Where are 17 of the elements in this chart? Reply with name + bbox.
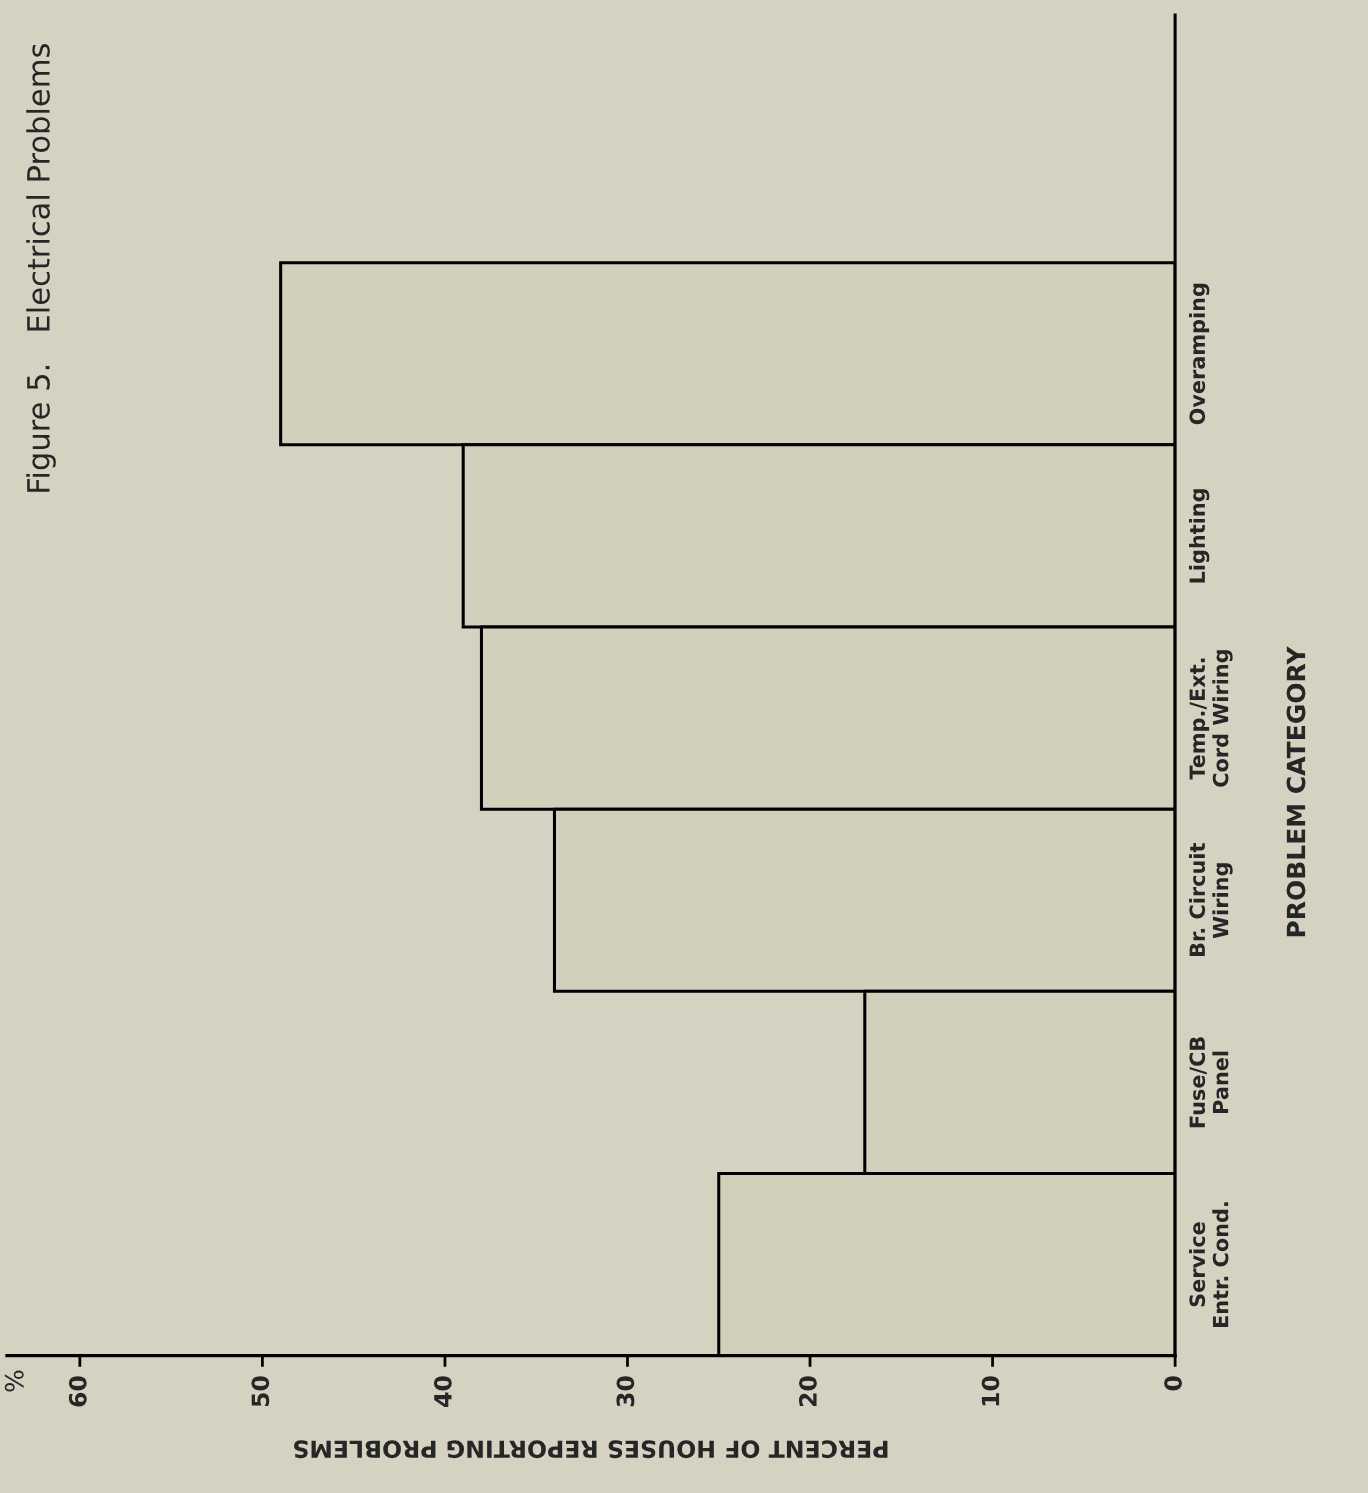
y-tick-label: Overamping	[1189, 283, 1210, 425]
y-tick-label: Lighting	[1189, 489, 1210, 583]
y-tick-label: Temp./Ext. Cord Wiring	[1189, 650, 1233, 787]
y-tick-label: Br. Circuit Wiring	[1189, 843, 1233, 956]
x-tick-label: 10	[981, 1376, 1000, 1406]
x-tick-label: 60	[68, 1376, 87, 1407]
x-tick-label: 30	[616, 1376, 635, 1407]
y-axis-title: PROBLEM CATEGORY	[1286, 646, 1306, 937]
x-tick-label: 0	[1164, 1376, 1182, 1391]
x-tick-label: 40	[433, 1376, 452, 1407]
chart-title: Figure 5. Electrical Problems	[26, 44, 56, 492]
y-tick-label: Service Entr. Cond.	[1189, 1202, 1229, 1328]
text: %	[4, 1370, 24, 1392]
x-axis-title: PERCENT OF HOUSES REPORTING PROBLEMS	[294, 1440, 888, 1459]
y-tick-label: Fuse/CB Panel	[1189, 1037, 1229, 1128]
x-tick-label: 50	[251, 1376, 270, 1407]
x-tick-label: 20	[799, 1376, 817, 1407]
